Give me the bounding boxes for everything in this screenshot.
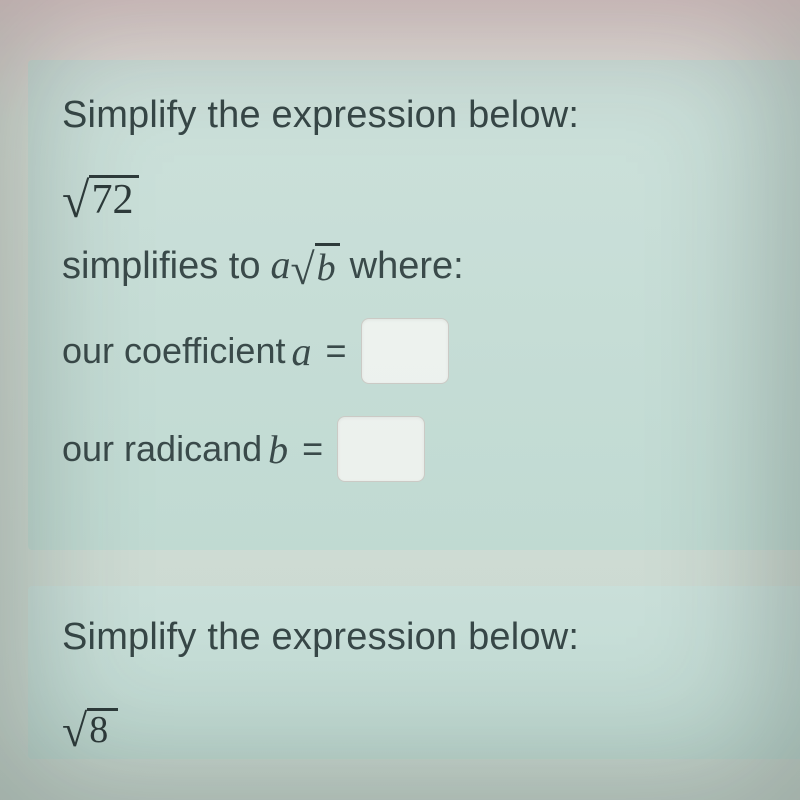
equals-sign: = (302, 428, 323, 470)
radicand-input[interactable] (337, 416, 425, 482)
radical-sign-icon: √ (62, 175, 89, 225)
expression-sqrt-72: √ 72 (62, 163, 139, 219)
radicand-value: 8 (87, 708, 118, 751)
template-a-sqrt-b: a √ b (271, 241, 340, 288)
coefficient-input[interactable] (361, 318, 449, 384)
question-title: Simplify the expression below: (62, 94, 770, 137)
simplifies-line: simplifies to a √ b where: (62, 241, 770, 288)
template-var-b: b (315, 243, 340, 290)
radical-sign-icon: √ (291, 248, 315, 292)
radicand-row: our radicand b = (62, 416, 770, 482)
radicand-var: b (268, 426, 288, 473)
template-var-a: a (271, 241, 291, 288)
coefficient-label: our coefficient (62, 330, 285, 372)
simplifies-suffix: where: (350, 245, 464, 288)
question-title: Simplify the expression below: (62, 616, 770, 659)
page: Simplify the expression below: √ 72 simp… (0, 0, 800, 800)
equals-sign: = (325, 330, 346, 372)
coefficient-row: our coefficient a = (62, 318, 770, 384)
coefficient-var: a (291, 328, 311, 375)
simplifies-prefix: simplifies to (62, 245, 261, 288)
radicand-value: 72 (89, 175, 139, 222)
question-card-1: Simplify the expression below: √ 72 simp… (28, 60, 800, 550)
question-card-2: Simplify the expression below: √ 8 (28, 586, 800, 759)
radicand-label: our radicand (62, 428, 262, 470)
radical-sign-icon: √ (62, 708, 87, 754)
expression-sqrt-8: √ 8 (62, 703, 118, 749)
